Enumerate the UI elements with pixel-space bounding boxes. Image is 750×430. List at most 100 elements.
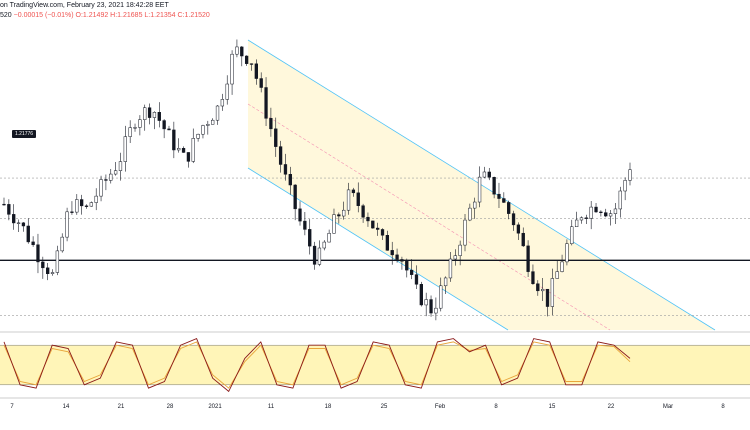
candle-body — [206, 124, 210, 126]
candle-body — [128, 127, 132, 137]
candle-body — [507, 202, 511, 214]
candle-body — [181, 148, 186, 153]
candle-body — [75, 199, 79, 213]
candle-body — [560, 261, 564, 272]
x-tick: 15 — [548, 404, 556, 410]
candle-body — [395, 254, 399, 260]
candle-body — [390, 250, 394, 256]
candle-body — [303, 220, 307, 230]
candle-body — [269, 118, 273, 130]
header-prefix: 520 — [0, 12, 12, 19]
candle-body — [409, 269, 414, 275]
candle-body — [327, 233, 331, 243]
x-tick: 7 — [10, 404, 14, 410]
candle-body — [361, 205, 365, 218]
candle-body — [482, 171, 487, 178]
candle-body — [123, 136, 127, 162]
candle-body — [41, 261, 45, 269]
candle-body — [186, 152, 191, 162]
candle-body — [55, 250, 60, 273]
candle-body — [16, 222, 21, 224]
candle-body — [570, 226, 574, 244]
candle-body — [439, 285, 443, 309]
channel-upper-line — [247, 39, 716, 331]
candle-body — [84, 205, 89, 207]
stoch-k-line — [3, 338, 631, 393]
candle-body — [531, 271, 535, 284]
price-label: 1.21776 — [12, 130, 37, 138]
candle-body — [215, 105, 220, 121]
candle-body — [113, 170, 118, 175]
candle-body — [94, 195, 98, 203]
candle-body — [157, 112, 161, 121]
candle-body — [511, 213, 516, 226]
x-tick: 8 — [494, 404, 498, 410]
candle-body — [143, 107, 147, 120]
candle-body — [220, 99, 225, 107]
candle-body — [133, 127, 137, 129]
candle-body — [278, 146, 283, 165]
chart-header: on TradingView.com, February 23, 2021 18… — [0, 2, 169, 9]
stoch-band — [0, 345, 750, 385]
x-tick: 11 — [267, 404, 275, 410]
candle-body — [613, 208, 618, 214]
candle-body — [167, 128, 171, 131]
candle-body — [244, 55, 249, 64]
candle-body — [109, 173, 113, 181]
x-tick: Mar — [662, 404, 674, 410]
candle-body — [555, 271, 559, 279]
x-tick: 8 — [721, 404, 725, 410]
candle-body — [473, 201, 477, 209]
candle-body — [89, 202, 93, 207]
header-ohlc: O:1.21492 H:1.21685 L:1.21354 C:1.21520 — [75, 12, 210, 19]
candle-body — [337, 214, 341, 217]
x-tick: 18 — [324, 404, 332, 410]
candle-body — [594, 206, 598, 213]
candle-body — [36, 244, 40, 263]
candle-body — [235, 46, 239, 55]
chart-subheader: 520 −0.00015 (−0.01%) O:1.21492 H:1.2168… — [0, 12, 210, 19]
candle-body — [46, 267, 50, 274]
candle-body — [298, 208, 302, 222]
candle-body — [550, 278, 555, 307]
x-tick: 21 — [117, 404, 125, 410]
candle-body — [443, 277, 448, 287]
candle-body — [65, 211, 69, 238]
candle-body — [618, 190, 622, 210]
candle-body — [249, 63, 254, 65]
candle-body — [565, 243, 569, 263]
candle-body — [138, 119, 142, 128]
candle-body — [468, 207, 472, 221]
candle-body — [2, 203, 6, 206]
candle-body — [31, 241, 35, 246]
candle-body — [70, 211, 74, 213]
candle-body — [608, 213, 613, 217]
candle-body — [274, 128, 278, 147]
candle-body — [366, 216, 370, 222]
x-tick: Feb — [434, 404, 446, 410]
candle-body — [104, 179, 108, 181]
candle-body — [259, 78, 263, 88]
candle-body — [225, 83, 229, 100]
candle-body — [458, 244, 462, 256]
candle-body — [497, 193, 501, 199]
candle-body — [521, 232, 525, 247]
candle-body — [211, 119, 215, 125]
candle-body — [434, 307, 438, 314]
candle-body — [492, 176, 496, 195]
candle-body — [351, 189, 356, 194]
channel-mid-line — [247, 103, 611, 331]
candle-body — [589, 206, 593, 219]
candle-body — [254, 63, 258, 79]
candle-body — [288, 174, 292, 186]
channel-lower-line — [247, 167, 509, 331]
candle-body — [7, 204, 11, 215]
candle-body — [283, 164, 288, 175]
header-line1: on TradingView.com, February 23, 2021 18… — [0, 2, 169, 9]
candle-body — [26, 225, 30, 243]
candle-body — [312, 245, 317, 265]
candle-body — [419, 284, 423, 306]
candle-body — [191, 138, 195, 162]
candle-body — [118, 161, 123, 171]
